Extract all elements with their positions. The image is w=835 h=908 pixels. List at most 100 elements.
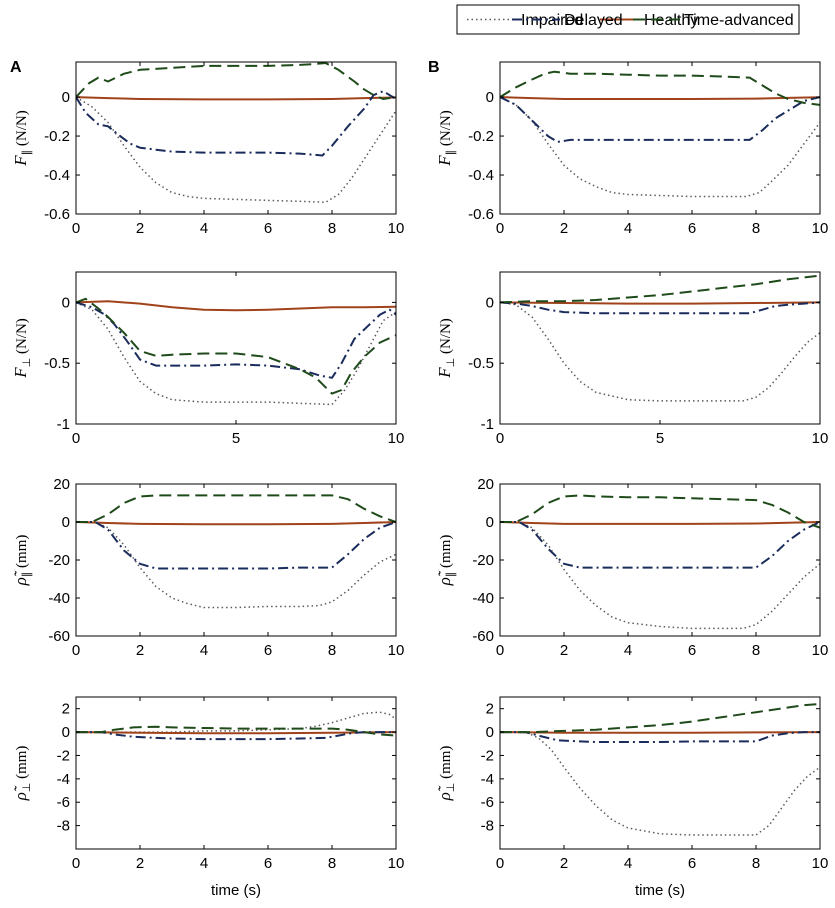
y-tick-label: 20 [477,476,494,493]
y-tick-label: 0 [486,724,494,741]
plot-a-1: 0 2 4 6 8 10 -0.6 -0.4 -0.2 0 F∥ (N/N) [11,61,404,237]
y-axis-label: F∥ (N/N) [435,110,457,166]
x-tick-label: 0 [496,220,504,237]
x-tick-label: 8 [328,642,336,659]
series-line-time-advanced [500,703,820,734]
legend: Impaired Healthy Delayed Time-advanced [456,4,800,35]
series-line-healthy [500,731,820,734]
x-tick-label: 8 [752,642,760,659]
y-tick-label: -4 [481,771,494,788]
series-line-healthy [500,96,820,100]
x-tick-label: 4 [624,220,632,237]
y-tick-label: 2 [62,701,70,718]
x-tick-label: 8 [328,855,336,872]
x-tick-label: 4 [200,642,208,659]
plot-b-3-axes-box [499,483,821,637]
series-line-healthy [76,300,396,312]
series-line-healthy [500,521,820,525]
plot-b-2-axes-box [499,271,821,425]
subplots: 0 2 4 6 8 10 -0.6 -0.4 -0.2 0 F∥ (N/N) 0 2 4 6 8 10 -0.6 -… [11,61,829,872]
y-tick-label: -60 [48,628,70,645]
y-tick-label: -6 [481,794,494,811]
y-axis-label: F∥ (N/N) [11,110,33,166]
y-tick-label: 0 [62,89,70,106]
series-line-delayed [76,301,396,379]
legend-label-delayed: Delayed [564,12,623,29]
x-tick-label: 10 [388,642,405,659]
plot-a-4-axes-box [75,696,397,850]
y-tick-label: -4 [57,771,70,788]
series-line-impaired [76,96,396,204]
plot-a-2-axes-box [75,271,397,425]
x-tick-label: 0 [72,642,80,659]
y-tick-label: 0 [62,724,70,741]
x-tick-label: 2 [136,220,144,237]
y-tick-label: 0 [62,294,70,311]
y-tick-label: -0.4 [468,167,494,184]
series-line-time-advanced [500,70,820,106]
x-tick-label: 8 [328,220,336,237]
x-tick-label: 5 [656,430,664,447]
series-line-impaired [76,301,396,406]
x-tick-label: 0 [496,430,504,447]
y-tick-label: 0 [486,514,494,531]
x-tick-label: 6 [264,855,272,872]
plot-b-4: 0 2 4 6 8 10 -8 -6 -4 -2 0 2 ρ̃⊥ (mm) [435,696,829,872]
y-axis-label: ρ̃∥ (mm) [11,535,33,587]
series-line-delayed [500,521,820,569]
y-tick-label: -0.5 [468,355,494,372]
series-line-time-advanced [500,274,820,304]
y-axis-label: F⊥ (N/N) [435,318,457,379]
plot-b-3-series [500,494,820,630]
y-tick-label: 20 [53,476,70,493]
plot-a-1-series [76,62,396,204]
series-line-healthy [500,301,820,305]
series-line-time-advanced [500,494,820,529]
panel-letter-b: B [428,59,440,76]
y-tick-label: -20 [48,552,70,569]
x-axis-label-a: time (s) [211,882,261,899]
x-tick-label: 4 [200,220,208,237]
x-axis-label-b: time (s) [635,882,685,899]
y-tick-label: -2 [481,747,494,764]
series-line-impaired [500,301,820,402]
series-line-impaired [76,521,396,609]
x-tick-label: 10 [812,220,829,237]
y-tick-label: -0.6 [44,206,70,223]
series-line-impaired [500,521,820,630]
x-tick-label: 6 [688,855,696,872]
x-tick-label: 10 [812,642,829,659]
panel-letter-a: A [10,59,22,76]
series-line-time-advanced [76,297,396,395]
plot-a-2: 0 5 10 -1 -0.5 0 F⊥ (N/N) [11,271,404,447]
y-tick-label: -0.4 [44,167,70,184]
x-tick-label: 0 [72,430,80,447]
y-tick-label: 0 [486,89,494,106]
plot-b-2: 0 5 10 -1 -0.5 0 F⊥ (N/N) [435,271,828,447]
plot-a-1-axes-box [75,61,397,215]
plot-b-1-axes-box [499,61,821,215]
y-tick-label: -0.5 [44,355,70,372]
y-tick-label: -40 [472,590,494,607]
x-tick-label: 5 [232,430,240,447]
series-line-delayed [76,90,396,157]
y-tick-label: -1 [481,416,494,433]
y-axis-label: F⊥ (N/N) [11,318,33,379]
x-tick-label: 4 [200,855,208,872]
y-axis-label: ρ̃∥ (mm) [435,535,457,587]
series-line-delayed [500,96,820,143]
y-tick-label: -0.2 [468,128,494,145]
x-tick-label: 10 [388,855,405,872]
plot-b-4-axes-box [499,696,821,850]
plot-b-3: 0 2 4 6 8 10 -60 -40 -20 0 20 ρ̃∥ (mm) [435,476,828,659]
plot-b-4-series [500,703,820,836]
plot-a-2-series [76,297,396,406]
y-axis-label: ρ̃⊥ (mm) [11,746,33,802]
plot-a-4: 0 2 4 6 8 10 -8 -6 -4 -2 0 2 ρ̃⊥ (mm) [11,696,405,872]
y-tick-label: -2 [57,747,70,764]
x-tick-label: 10 [812,855,829,872]
y-tick-label: 0 [486,294,494,311]
x-tick-label: 0 [72,220,80,237]
plot-a-3-series [76,494,396,609]
